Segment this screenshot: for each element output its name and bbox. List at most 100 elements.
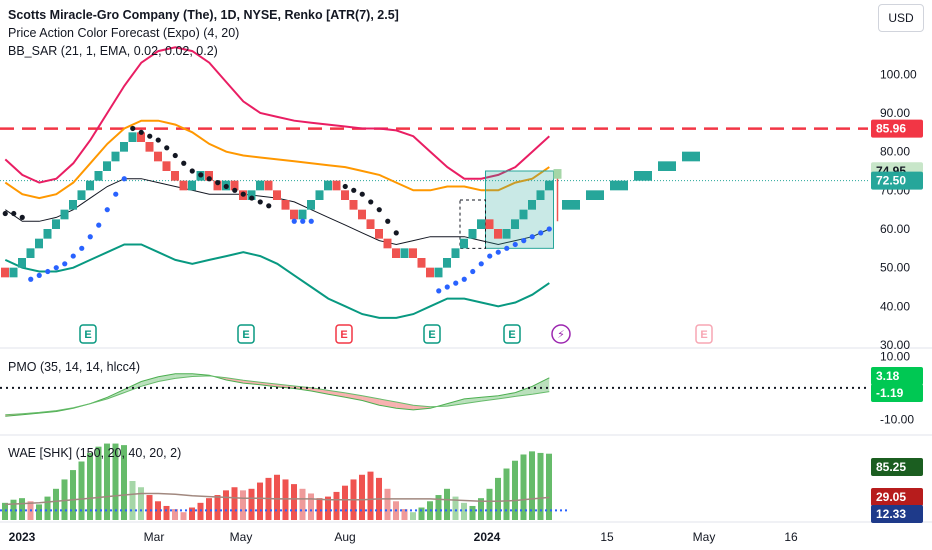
sar-dot-down [181, 160, 187, 166]
renko-brick [230, 180, 239, 191]
earnings-marker: E [335, 324, 353, 344]
pmo-axis-tick: -10.00 [880, 412, 914, 426]
earnings-marker-label: E [340, 329, 347, 341]
currency-button[interactable]: USD [878, 4, 924, 32]
renko-brick [392, 248, 400, 258]
sar-dot-down [11, 210, 17, 217]
wae-bar [435, 495, 442, 520]
wae-bar [112, 443, 119, 520]
wae-legend[interactable]: WAE [SHK] (150, 20, 40, 20, 2) [8, 446, 182, 460]
wae-bar [512, 460, 518, 520]
price-tag-label: 72.50 [876, 174, 906, 188]
upper-band-line [4, 46, 550, 184]
wae-bar [121, 445, 127, 520]
wae-bar [333, 491, 340, 520]
dividend-marker-label: ⚡ [557, 328, 565, 341]
renko-brick [485, 219, 494, 229]
renko-brick [188, 180, 196, 191]
pmo-tag-label: 3.18 [876, 369, 900, 383]
renko-brick [290, 209, 298, 220]
price-axis-tick: 30.00 [880, 338, 910, 352]
wae-bar [452, 496, 459, 520]
wae-explosion-line [5, 492, 550, 506]
sar-dot-up [453, 280, 459, 286]
pmo-pane[interactable] [0, 373, 868, 417]
renko-brick [366, 219, 375, 229]
chart-title[interactable]: Scotts Miracle-Gro Company (The), 1D, NY… [8, 8, 399, 22]
sar-dot-up [504, 245, 510, 251]
renko-brick [128, 132, 137, 142]
earnings-marker-box [503, 324, 521, 344]
wae-bar [2, 502, 8, 520]
pmo-legend[interactable]: PMO (35, 14, 14, hlcc4) [8, 360, 141, 374]
renko-brick [468, 229, 477, 239]
sar-dot-down [368, 199, 374, 205]
sar-dot-down [351, 187, 357, 193]
sar-dot-up [291, 218, 297, 224]
sar-dot-up [436, 288, 442, 294]
sar-dot-up [300, 218, 306, 224]
wae-bar [36, 504, 42, 520]
renko-brick [545, 180, 553, 191]
renko-brick [205, 171, 213, 181]
renko-brick [400, 248, 409, 258]
sar-dot-down [155, 137, 161, 143]
sar-dot-down [130, 125, 136, 132]
indicator-legend-bbsar[interactable]: BB_SAR (21, 1, EMA, 0.02, 0.02, 0.2) [8, 44, 218, 58]
time-axis-tick: 16 [784, 530, 798, 544]
wae-bar [87, 452, 93, 520]
earnings-marker: E [237, 324, 255, 344]
earnings-marker: E [423, 324, 441, 344]
wae-pane[interactable] [0, 443, 568, 520]
sar-dot-up [529, 234, 535, 240]
renko-brick [137, 132, 145, 142]
wae-tag-deadzone-label: 12.33 [876, 507, 906, 521]
sar-dot-down [189, 168, 195, 174]
sar-dot-up [487, 253, 493, 259]
wae-bar [325, 496, 331, 520]
wae-bar [223, 490, 229, 520]
renko-brick [528, 200, 536, 210]
sar-dot-down [342, 183, 348, 190]
indicator-legend-forecast[interactable]: Price Action Color Forecast (Expo) (4, 2… [8, 26, 240, 40]
time-axis-tick: Mar [144, 530, 165, 544]
wae-bar [138, 487, 144, 520]
pmo-axis-tick: 10.00 [880, 349, 910, 363]
earnings-marker-box [79, 324, 97, 344]
sar-dot-up [470, 268, 476, 275]
earnings-marker-box [237, 324, 255, 344]
sar-dot-up [512, 241, 518, 248]
wae-bar [10, 499, 17, 520]
price-axis-tick: 90.00 [880, 106, 910, 120]
sar-dot-down [393, 230, 399, 236]
sar-dot-up [546, 226, 552, 232]
renko-brick [349, 200, 358, 210]
renko-brick [383, 238, 392, 249]
wae-bar [384, 488, 391, 520]
sar-dot-down [249, 195, 255, 201]
renko-brick [460, 238, 468, 249]
renko-brick [86, 180, 94, 191]
sar-dot-down [138, 129, 144, 135]
wae-bar [410, 512, 416, 520]
earnings-marker: E [695, 324, 713, 344]
renko-brick [358, 209, 366, 220]
renko-brick [307, 200, 315, 210]
renko-brick [69, 200, 77, 210]
sar-dot-down [215, 180, 221, 186]
wae-bar [401, 509, 408, 520]
sar-dot-up [495, 249, 501, 255]
sar-dot-up [478, 261, 484, 267]
sar-dot-down [359, 191, 365, 197]
renko-brick [171, 171, 179, 181]
sar-dot-down [266, 203, 272, 209]
pmo-fill [345, 392, 363, 401]
pmo-fill [294, 385, 312, 391]
sar-dot-down [2, 210, 8, 217]
sar-dot-up [62, 261, 68, 267]
price-pane[interactable]: E E E E E E ⚡ [0, 46, 868, 344]
forecast-brick [610, 180, 628, 191]
sar-dot-up [28, 276, 34, 282]
earnings-marker-box [335, 324, 353, 344]
